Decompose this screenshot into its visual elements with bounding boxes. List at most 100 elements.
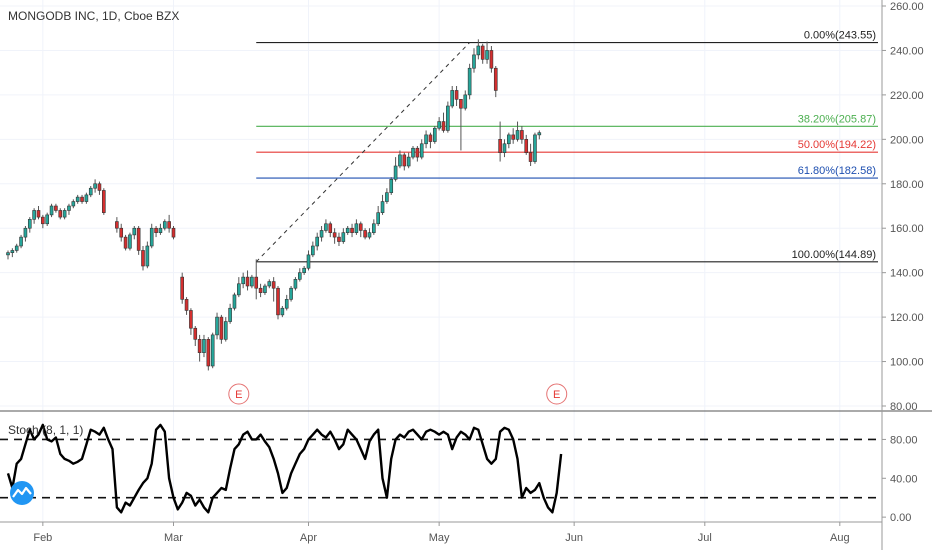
candle-up: [232, 292, 237, 311]
candle-down: [123, 234, 128, 251]
candle-up: [128, 232, 132, 251]
price-tick-label: 140.00: [890, 268, 924, 280]
candle-up: [45, 212, 49, 226]
stoch-line: [6, 423, 563, 514]
candle-up: [419, 139, 424, 160]
candle-up: [223, 317, 228, 342]
candle-up: [158, 223, 163, 235]
candle-up: [411, 146, 415, 160]
candlestick-series: [6, 39, 542, 371]
candle-down: [441, 112, 446, 133]
fib-trend-line[interactable]: [255, 42, 470, 263]
candle-up: [507, 132, 511, 149]
candle-down: [332, 228, 337, 244]
candle-down: [206, 337, 211, 371]
candle-up: [537, 130, 542, 140]
candle-down: [415, 146, 420, 162]
candle-down: [511, 128, 515, 144]
candle-down: [136, 226, 141, 255]
time-tick-label: May: [429, 532, 450, 544]
candle-up: [149, 223, 154, 249]
fib-level-label: 61.80%(182.58): [798, 165, 876, 177]
candle-up: [210, 332, 215, 369]
candle-down: [184, 297, 189, 315]
candle-up: [311, 241, 315, 258]
candle-up: [446, 101, 450, 133]
chart-title: MONGODB INC, 1D, Cboe BZX: [8, 9, 179, 23]
candle-down: [337, 232, 341, 246]
price-axis[interactable]: 260.00 240.00 220.00 200.00 180.00 160.00 140.…: [882, 1, 924, 413]
candle-up: [472, 48, 476, 73]
candle-down: [41, 214, 45, 229]
candle-down: [141, 246, 145, 271]
candle-up: [389, 177, 394, 195]
candle-down: [350, 223, 354, 238]
candle-up: [49, 203, 54, 218]
candle-down: [454, 86, 459, 106]
time-tick-label: Feb: [33, 532, 52, 544]
candle-down: [219, 314, 224, 344]
time-tick-label: Aug: [830, 532, 850, 544]
stochastic-pane: [0, 423, 882, 514]
candle-up: [380, 194, 385, 215]
candle-up: [437, 117, 441, 131]
candle-down: [493, 66, 498, 98]
candle-up: [237, 277, 241, 298]
candle-up: [228, 303, 232, 324]
stoch-axis[interactable]: 80.00 40.00 0.00: [882, 434, 918, 524]
candle-up: [71, 199, 76, 209]
candle-down: [428, 132, 433, 149]
candle-down: [258, 283, 263, 298]
candle-down: [154, 226, 158, 238]
candle-down: [271, 277, 276, 302]
price-tick-label: 100.00: [890, 357, 924, 369]
candle-up: [367, 228, 372, 240]
price-tick-label: 120.00: [890, 312, 924, 324]
candle-up: [502, 139, 507, 158]
candle-up: [324, 219, 328, 233]
candle-up: [385, 188, 389, 204]
candle-up: [463, 90, 468, 111]
candle-up: [406, 152, 411, 169]
candle-down: [80, 194, 84, 204]
time-tick-label: Mar: [164, 532, 183, 544]
earnings-marker[interactable]: E: [228, 383, 250, 405]
candle-down: [363, 228, 367, 240]
candle-up: [476, 39, 481, 60]
candle-down: [245, 270, 250, 291]
candle-up: [215, 312, 219, 340]
price-tick-label: 80.00: [890, 401, 918, 413]
candle-up: [88, 186, 93, 198]
candle-down: [528, 143, 533, 166]
candle-up: [162, 219, 167, 231]
candle-down: [102, 188, 106, 215]
fib-level-label: 100.00%(144.89): [792, 249, 876, 261]
time-tick-label: Apr: [300, 532, 317, 544]
fib-retracement[interactable]: 0.00%(243.55) 38.20%(205.87) 50.00%(194.22…: [255, 30, 878, 263]
candle-up: [93, 179, 97, 193]
candle-up: [10, 248, 15, 258]
candle-up: [27, 217, 32, 233]
candle-down: [167, 214, 171, 233]
candle-up: [515, 121, 520, 142]
stoch-tick-label: 40.00: [890, 473, 918, 485]
candle-down: [459, 99, 463, 151]
candle-down: [402, 152, 407, 171]
time-axis[interactable]: Feb Mar Apr May Jun Jul Aug: [33, 522, 850, 544]
candle-down: [498, 121, 502, 162]
candle-up: [241, 272, 245, 289]
candle-up: [202, 334, 206, 358]
candle-up: [67, 203, 71, 215]
candle-up: [250, 274, 254, 289]
candle-up: [267, 279, 272, 289]
candle-up: [424, 130, 428, 149]
price-tick-label: 240.00: [890, 45, 924, 57]
fib-level-label: 0.00%(243.55): [804, 30, 876, 42]
candle-up: [306, 250, 311, 271]
candle-up: [432, 126, 437, 144]
earnings-marker[interactable]: E: [546, 383, 568, 405]
fib-level-label: 38.20%(205.87): [798, 113, 876, 125]
price-tick-label: 160.00: [890, 223, 924, 235]
candle-up: [485, 41, 489, 64]
